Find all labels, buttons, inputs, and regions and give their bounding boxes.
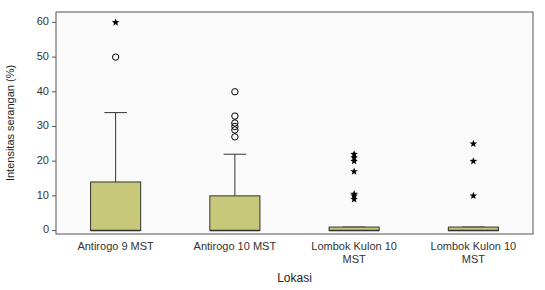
y-tick (52, 91, 56, 92)
box (91, 182, 141, 231)
page: {"chart_data": {"type": "box", "xlabel":… (0, 0, 545, 290)
x-tick-label: Lombok Kulon 10MST (311, 240, 397, 265)
y-tick-label: 0 (43, 223, 49, 235)
x-axis-label: Lokasi (277, 271, 312, 285)
outlier (232, 113, 238, 119)
y-tick (52, 57, 56, 58)
extreme-outlier (350, 150, 358, 157)
plot-frame (56, 12, 533, 234)
median (448, 230, 498, 232)
median (329, 230, 379, 232)
y-tick-label: 50 (37, 50, 49, 62)
median (210, 230, 260, 232)
whisker-upper (234, 154, 235, 196)
y-tick (52, 22, 56, 23)
x-tick-label: Antirogo 9 MST (77, 240, 154, 252)
y-tick-label: 40 (37, 85, 49, 97)
y-axis-label: Intensitas serangan (%) (4, 65, 16, 181)
y-tick (52, 161, 56, 162)
x-tick-label-line: Antirogo 10 MST (194, 240, 277, 252)
extreme-outlier (470, 192, 478, 199)
y-tick-label: 10 (37, 189, 49, 201)
x-tick-label-line: Lombok Kulon 10 (311, 240, 397, 252)
extreme-outlier (350, 190, 358, 197)
chart: 0 10 20 30 40 50 60 Antirogo 9 MST Antirogo 10 M… (0, 0, 545, 290)
outlier (232, 120, 238, 126)
extreme-outlier (470, 140, 478, 147)
x-tick-label-line: MST (343, 253, 367, 265)
extreme-outlier (470, 157, 478, 164)
outlier (232, 89, 238, 95)
box (448, 227, 498, 230)
whisker-cap-upper (224, 154, 247, 155)
y-tick-label: 60 (37, 15, 49, 27)
whisker-upper (115, 113, 116, 182)
y-tick (52, 230, 56, 231)
x-tick-label: Lombok Kulon 10MST (431, 240, 517, 265)
y-tick (52, 126, 56, 127)
extreme-outlier (350, 168, 358, 175)
box (329, 227, 379, 230)
x-tick-label-line: MST (462, 253, 486, 265)
x-tick-label-line: Lombok Kulon 10 (431, 240, 517, 252)
whisker-cap-upper (104, 112, 127, 113)
y-tick-label: 20 (37, 154, 49, 166)
extreme-outlier (112, 18, 120, 25)
plot-area (56, 12, 533, 234)
x-tick-label: Antirogo 10 MST (194, 240, 277, 252)
y-tick (52, 195, 56, 196)
median (91, 230, 141, 232)
marks (91, 18, 499, 230)
box (210, 196, 260, 231)
outlier (232, 134, 238, 140)
y-tick-label: 30 (37, 119, 49, 131)
x-tick-label-line: Antirogo 9 MST (77, 240, 154, 252)
outlier (112, 54, 118, 60)
